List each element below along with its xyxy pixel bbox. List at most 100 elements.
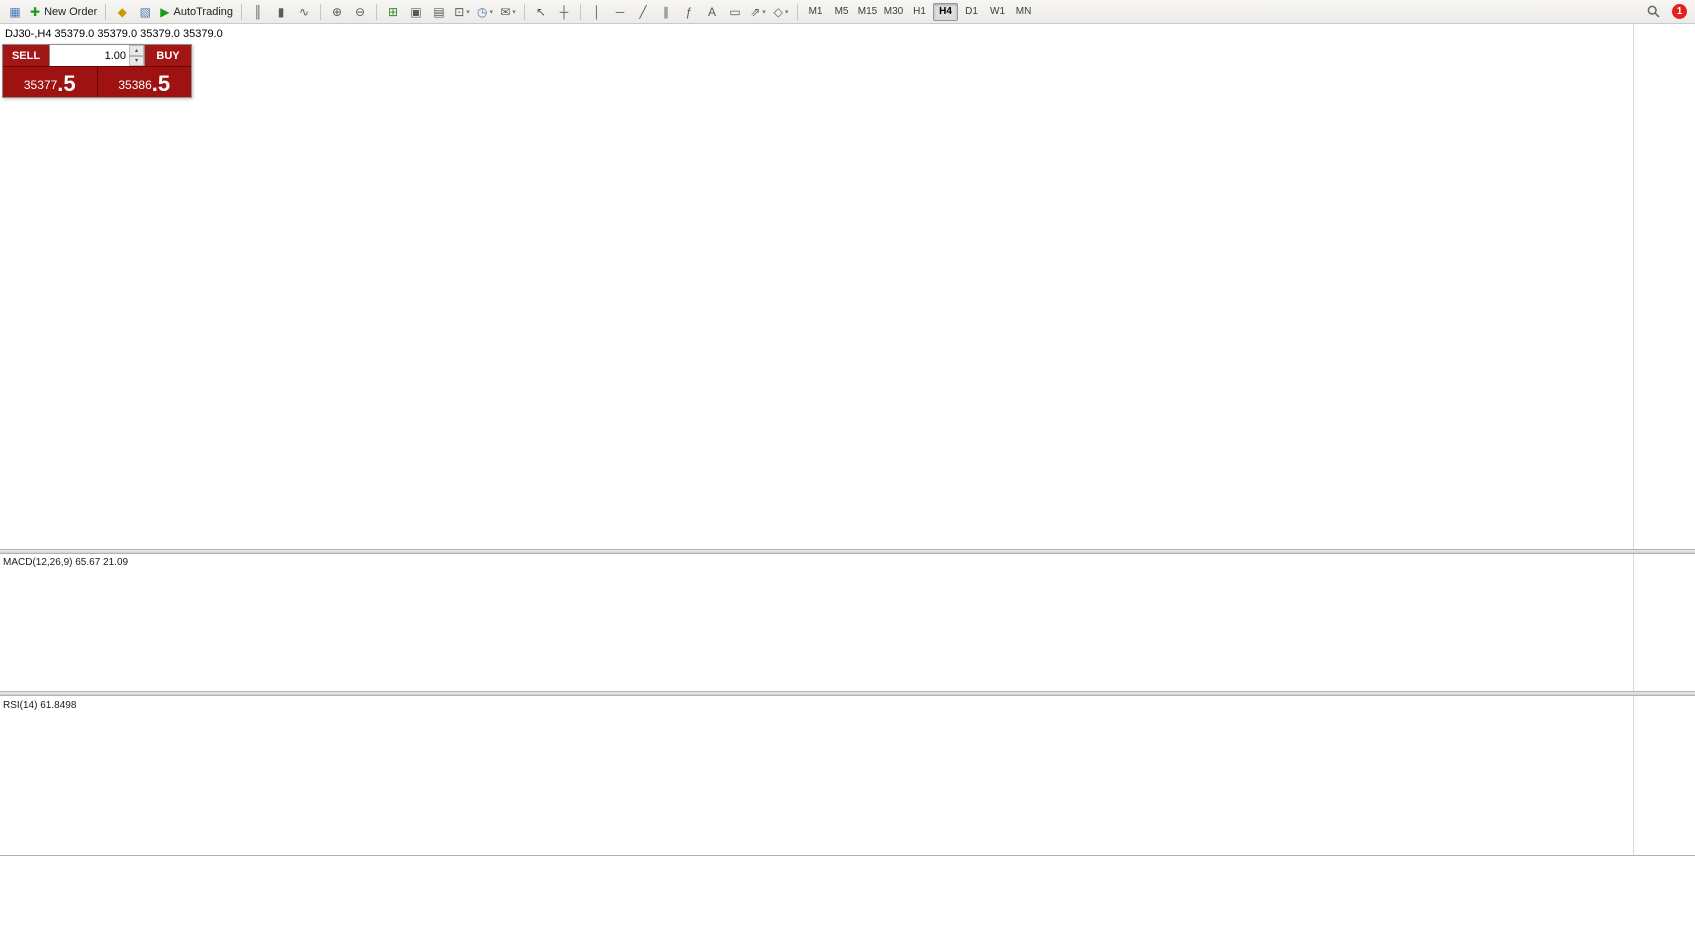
bar-chart-icon: ║ xyxy=(253,4,263,19)
one-click-trading-panel: SELL ▴ ▾ BUY 35377.5 35386.5 xyxy=(2,44,192,98)
line-chart-button[interactable]: ∿ xyxy=(293,2,315,22)
toolbar-separator xyxy=(241,3,243,20)
toolbar-separator xyxy=(580,3,582,20)
trendline-icon: ╱ xyxy=(639,4,647,19)
new-order-button[interactable]: ✚ New Order xyxy=(27,2,100,22)
crosshair-icon: ┼ xyxy=(559,4,569,19)
volume-control: ▴ ▾ xyxy=(49,45,145,66)
macd-indicator-label: MACD(12,26,9) 65.67 21.09 xyxy=(3,557,129,568)
zoom-in-icon: ⊕ xyxy=(331,4,343,19)
dropdown-arrow-icon[interactable]: ▾ xyxy=(466,8,470,16)
timeframe-m30-button[interactable]: M30 xyxy=(883,6,904,17)
grid-button[interactable]: ⊞ xyxy=(382,2,404,22)
toolbar-right-cluster: 1 xyxy=(1642,2,1691,22)
dropdown-arrow-icon[interactable]: ▾ xyxy=(489,8,494,16)
plus-icon: ✚ xyxy=(30,4,41,19)
volume-down-button[interactable]: ▾ xyxy=(129,55,144,66)
time-axis[interactable] xyxy=(0,855,1695,945)
price-axis[interactable] xyxy=(1633,24,1634,876)
cursor-button[interactable]: ↖ xyxy=(530,2,552,22)
shapes-icon: ◇ xyxy=(773,4,783,19)
profiles-icon: ▧ xyxy=(139,4,151,19)
zoom-out-button[interactable]: ⊖ xyxy=(349,2,371,22)
toolbar-separator xyxy=(105,3,107,20)
buy-price-main: 35386 xyxy=(118,78,152,92)
dropdown-arrow-icon[interactable]: ▾ xyxy=(784,8,789,16)
candlestick-chart-button[interactable]: ▮ xyxy=(270,2,292,22)
grid-icon: ⊞ xyxy=(387,4,399,19)
pane-splitter[interactable] xyxy=(0,549,1695,554)
indicators-button[interactable]: ◆ xyxy=(111,2,133,22)
shapes-button[interactable]: ◇ ▾ xyxy=(770,2,792,22)
fibonacci-button[interactable]: ƒ xyxy=(678,2,700,22)
sell-price[interactable]: 35377.5 xyxy=(3,67,98,97)
dropdown-arrow-icon[interactable]: ▾ xyxy=(512,8,516,16)
vertical-line-button[interactable]: │ xyxy=(586,2,608,22)
new-order-button-label: New Order xyxy=(44,5,98,18)
search-button[interactable] xyxy=(1642,2,1664,22)
text-button[interactable]: A xyxy=(701,2,723,22)
vertical-line-icon: │ xyxy=(593,4,601,19)
candlestick-chart-icon: ▮ xyxy=(277,4,285,19)
timeframe-d1-button[interactable]: D1 xyxy=(965,6,978,17)
arrows-button[interactable]: ⇗ ▾ xyxy=(747,2,769,22)
volume-input[interactable] xyxy=(50,45,129,66)
channel-icon: ∥ xyxy=(663,4,670,19)
indicators-icon: ◆ xyxy=(117,4,127,19)
tile-windows-icon: ▤ xyxy=(433,4,445,19)
sell-button[interactable]: SELL xyxy=(3,45,49,66)
toolbar-separator xyxy=(320,3,322,20)
rsi-indicator-label: RSI(14) 61.8498 xyxy=(3,700,77,711)
timeframe-mn-button[interactable]: MN xyxy=(1015,6,1032,17)
channel-button[interactable]: ∥ xyxy=(655,2,677,22)
templates-button[interactable]: ✉ ▾ xyxy=(497,2,519,22)
profiles-button[interactable]: ▧ xyxy=(134,2,156,22)
timeframe-h1-button[interactable]: H1 xyxy=(913,6,926,17)
line-chart-icon: ∿ xyxy=(298,4,310,19)
toolbar-separator xyxy=(797,3,799,20)
play-icon: ▶ xyxy=(160,4,170,19)
new-subwindow-button[interactable]: ⊡ ▾ xyxy=(451,2,473,22)
arrows-icon: ⇗ xyxy=(750,4,761,19)
buy-button[interactable]: BUY xyxy=(145,45,191,66)
trendline-button[interactable]: ╱ xyxy=(632,2,654,22)
volume-up-button[interactable]: ▴ xyxy=(129,45,144,56)
sell-price-fraction: .5 xyxy=(57,71,76,96)
timeframe-w1-button[interactable]: W1 xyxy=(990,6,1006,17)
bar-chart-button[interactable]: ║ xyxy=(247,2,269,22)
timeframe-m15-button[interactable]: M15 xyxy=(857,6,878,17)
fibonacci-icon: ƒ xyxy=(685,4,693,19)
timeframe-m1-button[interactable]: M1 xyxy=(808,6,823,17)
zoom-in-button[interactable]: ⊕ xyxy=(326,2,348,22)
horizontal-line-button[interactable]: ─ xyxy=(609,2,631,22)
trade-panel-controls: SELL ▴ ▾ BUY xyxy=(3,45,191,66)
new-subwindow-icon: ⊡ xyxy=(454,4,465,19)
arrange-windows-button[interactable]: ▣ xyxy=(405,2,427,22)
buy-price-fraction: .5 xyxy=(151,71,171,96)
text-icon: A xyxy=(708,4,717,19)
crosshair-button[interactable]: ┼ xyxy=(553,2,575,22)
zoom-out-icon: ⊖ xyxy=(354,4,366,19)
autotrading-button[interactable]: ▶ AutoTrading xyxy=(157,2,236,22)
notification-badge[interactable]: 1 xyxy=(1672,4,1687,19)
period-button[interactable]: ◷ ▾ xyxy=(474,2,496,22)
arrange-windows-icon: ▣ xyxy=(410,4,422,19)
toolbar-separator xyxy=(524,3,526,20)
horizontal-line-icon: ─ xyxy=(615,4,625,19)
pane-splitter[interactable] xyxy=(0,691,1695,696)
dropdown-arrow-icon[interactable]: ▾ xyxy=(762,8,766,16)
trade-panel-prices: 35377.5 35386.5 xyxy=(3,66,191,97)
clock-icon: ◷ xyxy=(477,4,488,19)
text-label-button[interactable]: ▭ xyxy=(724,2,746,22)
sell-price-main: 35377 xyxy=(23,78,58,92)
timeframe-h4-button[interactable]: H4 xyxy=(933,2,959,21)
tile-windows-button[interactable]: ▤ xyxy=(428,2,450,22)
buy-price[interactable]: 35386.5 xyxy=(97,67,191,97)
toolbar: ▦ ✚ New Order ◆ ▧ ▶ AutoTrading ║ ▮ ∿ ⊕ ⊖ ⊞ ▣ ▤ ⊡ ▾ ◷ ▾ ✉ ▾ ↖… xyxy=(0,0,1695,24)
volume-spinner: ▴ ▾ xyxy=(129,45,144,66)
new-chart-button[interactable]: ▦ xyxy=(4,2,26,22)
search-icon xyxy=(1647,5,1660,18)
chart-icon: ▦ xyxy=(9,4,21,19)
timeframe-m5-button[interactable]: M5 xyxy=(834,6,849,17)
